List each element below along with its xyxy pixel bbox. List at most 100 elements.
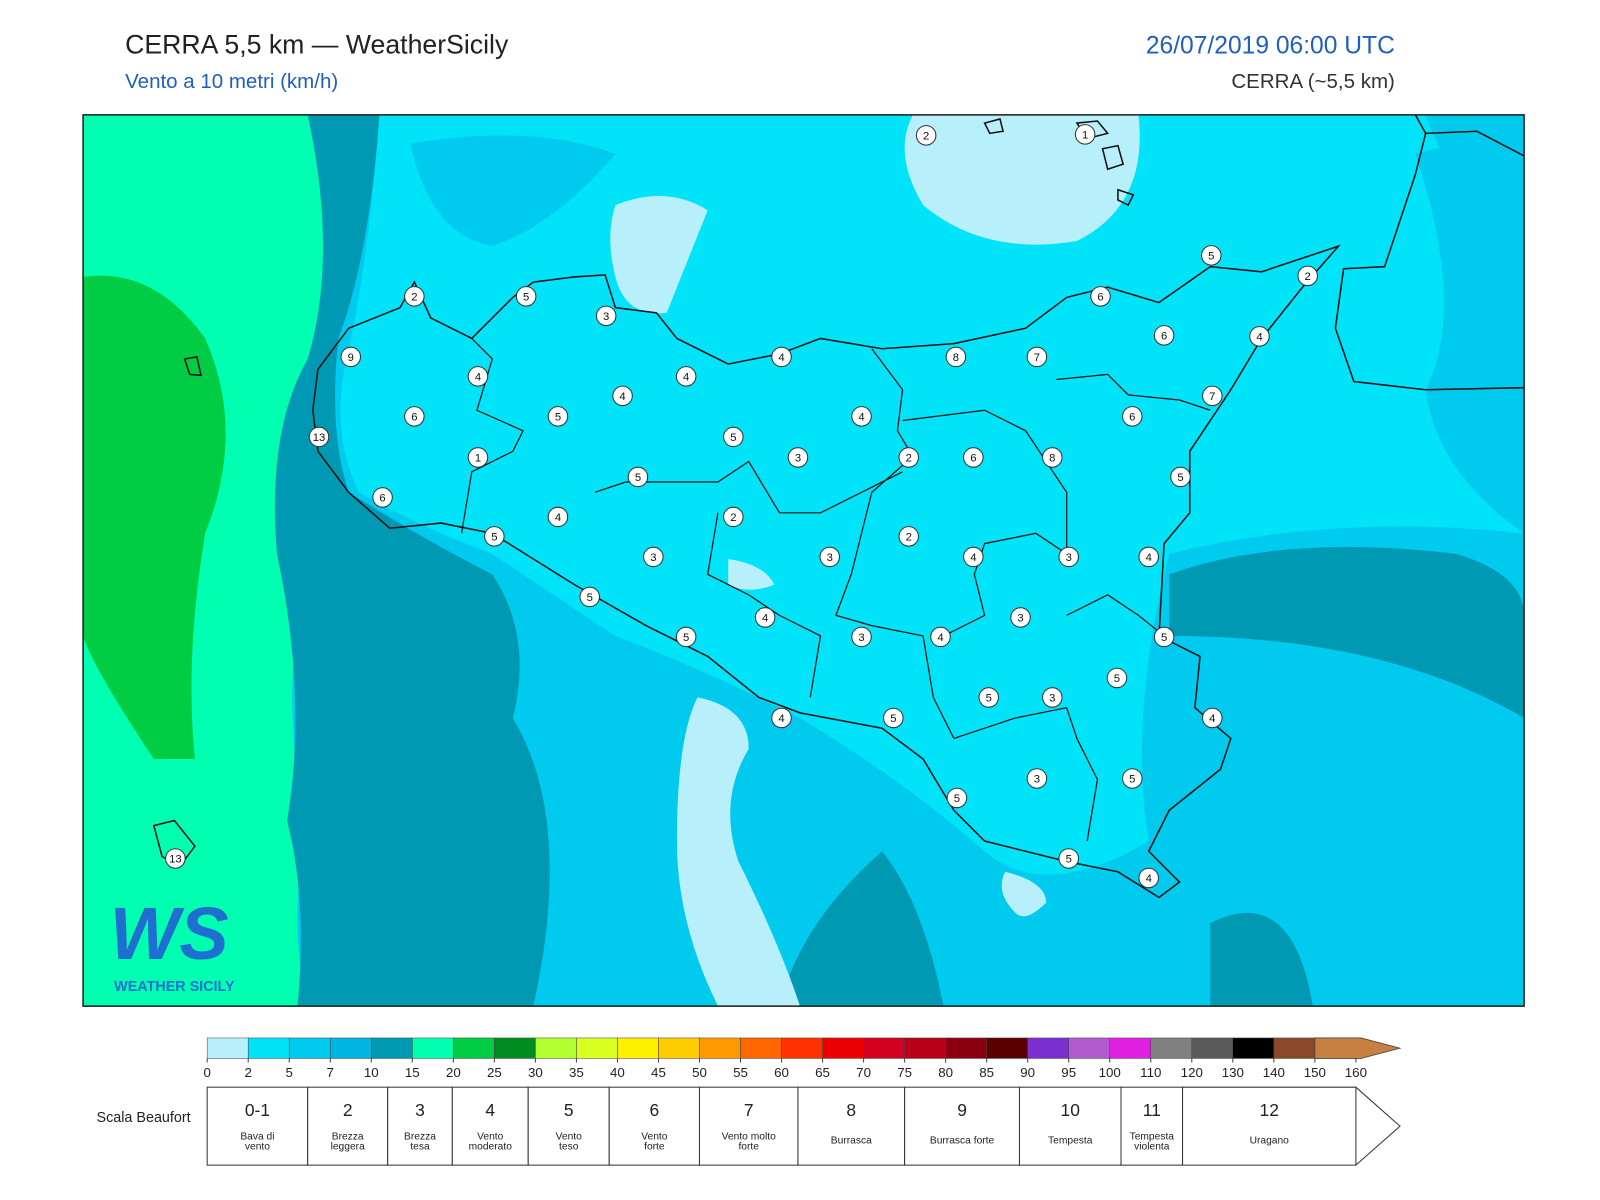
station-value: 5 <box>1208 250 1214 262</box>
station-value: 3 <box>795 453 801 465</box>
station-value: 6 <box>1161 330 1167 342</box>
station: 3 <box>595 305 617 327</box>
station-value: 3 <box>1017 613 1023 625</box>
station: 5 <box>515 286 537 307</box>
station-marker <box>1106 667 1128 689</box>
field-light-south <box>676 697 800 1007</box>
beaufort-number: 2 <box>343 1100 353 1120</box>
scale-tick-label: 0 <box>203 1065 210 1080</box>
scale-tick-label: 160 <box>1345 1065 1367 1080</box>
station: 8 <box>1042 447 1063 468</box>
field-light-north <box>904 114 1140 245</box>
scale-tick-label: 90 <box>1020 1065 1035 1080</box>
station-value: 9 <box>348 352 354 364</box>
scale-bin <box>699 1037 741 1059</box>
station-value: 13 <box>313 432 326 444</box>
station: 2 <box>1297 265 1318 287</box>
station-marker <box>754 607 776 628</box>
station: 4 <box>467 366 489 387</box>
scale-bin <box>1068 1037 1110 1059</box>
station-marker <box>898 526 919 547</box>
station: 4 <box>754 607 776 628</box>
station-value: 6 <box>379 493 385 505</box>
beaufort-label: Brezza tesa <box>404 1131 436 1152</box>
station: 4 <box>1138 867 1159 889</box>
scale-tick-label: 15 <box>405 1065 420 1080</box>
scale-bin <box>412 1037 454 1059</box>
station: 13 <box>308 426 330 448</box>
beaufort-number: 9 <box>957 1100 967 1120</box>
station: 5 <box>1170 466 1191 488</box>
color-scale: 0 2 5 7 10 15 20 25 30 35 40 45 50 55 60 65 70 75 80 85 90 95… <box>203 1037 1402 1080</box>
beaufort-box <box>904 1086 1020 1166</box>
beaufort-title: Scala Beaufort <box>97 1110 191 1126</box>
scale-bin <box>986 1037 1028 1059</box>
station: 8 <box>945 346 967 368</box>
station-marker <box>883 707 904 729</box>
beaufort-number: 8 <box>846 1100 856 1120</box>
station-marker <box>819 546 840 568</box>
station-marker <box>404 406 425 427</box>
station-value: 1 <box>1082 129 1088 141</box>
station-value: 5 <box>1161 632 1167 644</box>
station-value: 5 <box>587 592 593 604</box>
beaufort-box <box>1120 1086 1184 1166</box>
beaufort-label: Tempesta violenta <box>1130 1131 1175 1152</box>
calabria-coast <box>1425 130 1525 157</box>
station: 3 <box>819 546 840 568</box>
station-marker <box>1170 466 1191 488</box>
station: 3 <box>787 447 809 468</box>
station-marker <box>930 626 951 648</box>
station: 6 <box>404 406 425 427</box>
station-value: 3 <box>1049 693 1055 705</box>
station: 5 <box>883 707 904 729</box>
station-marker <box>643 546 664 568</box>
station-marker <box>595 305 617 327</box>
station-marker <box>1297 265 1318 287</box>
station-value: 4 <box>762 613 768 625</box>
beaufort-number: 6 <box>650 1100 660 1120</box>
beaufort-label: Vento forte <box>641 1131 668 1152</box>
title: CERRA 5,5 km — WeatherSicily <box>125 29 509 59</box>
station-value: 6 <box>970 453 976 465</box>
station-marker <box>1202 385 1223 407</box>
station: 5 <box>579 586 600 608</box>
scale-bin <box>617 1037 659 1059</box>
beaufort-label: Burrasca <box>831 1136 872 1147</box>
station-marker <box>1090 286 1111 307</box>
beaufort-number: 7 <box>744 1100 754 1120</box>
scale-tick-label: 7 <box>327 1065 334 1080</box>
station: 6 <box>1122 406 1143 427</box>
beaufort-number: 0-1 <box>245 1100 270 1120</box>
station-marker <box>1153 325 1175 346</box>
station: 4 <box>963 546 984 568</box>
station: 4 <box>547 506 569 528</box>
station: 4 <box>851 406 872 427</box>
station: 5 <box>484 526 505 547</box>
station-value: 5 <box>523 292 529 304</box>
station-value: 13 <box>169 854 182 866</box>
station-value: 4 <box>619 391 625 403</box>
station-marker <box>851 406 872 427</box>
station-value: 4 <box>683 372 689 384</box>
station-marker <box>1010 607 1031 628</box>
scale-bin <box>1150 1037 1193 1059</box>
station-value: 4 <box>1146 873 1152 885</box>
station-value: 5 <box>986 693 992 705</box>
station-value: 2 <box>730 512 736 524</box>
station-marker <box>165 848 186 869</box>
station: 3 <box>1010 607 1031 628</box>
station-marker <box>851 626 872 648</box>
scale-tick-label: 60 <box>774 1065 789 1080</box>
station-value: 5 <box>1066 854 1072 866</box>
station: 4 <box>1202 707 1223 729</box>
station: 4 <box>1249 326 1270 347</box>
scale-bin <box>945 1037 987 1059</box>
station: 5 <box>978 687 999 708</box>
station-value: 5 <box>491 532 497 544</box>
station-value: 4 <box>858 412 864 424</box>
beaufort-box <box>608 1086 700 1166</box>
beaufort-label: Uragano <box>1250 1136 1290 1147</box>
scale-bin <box>822 1037 864 1059</box>
